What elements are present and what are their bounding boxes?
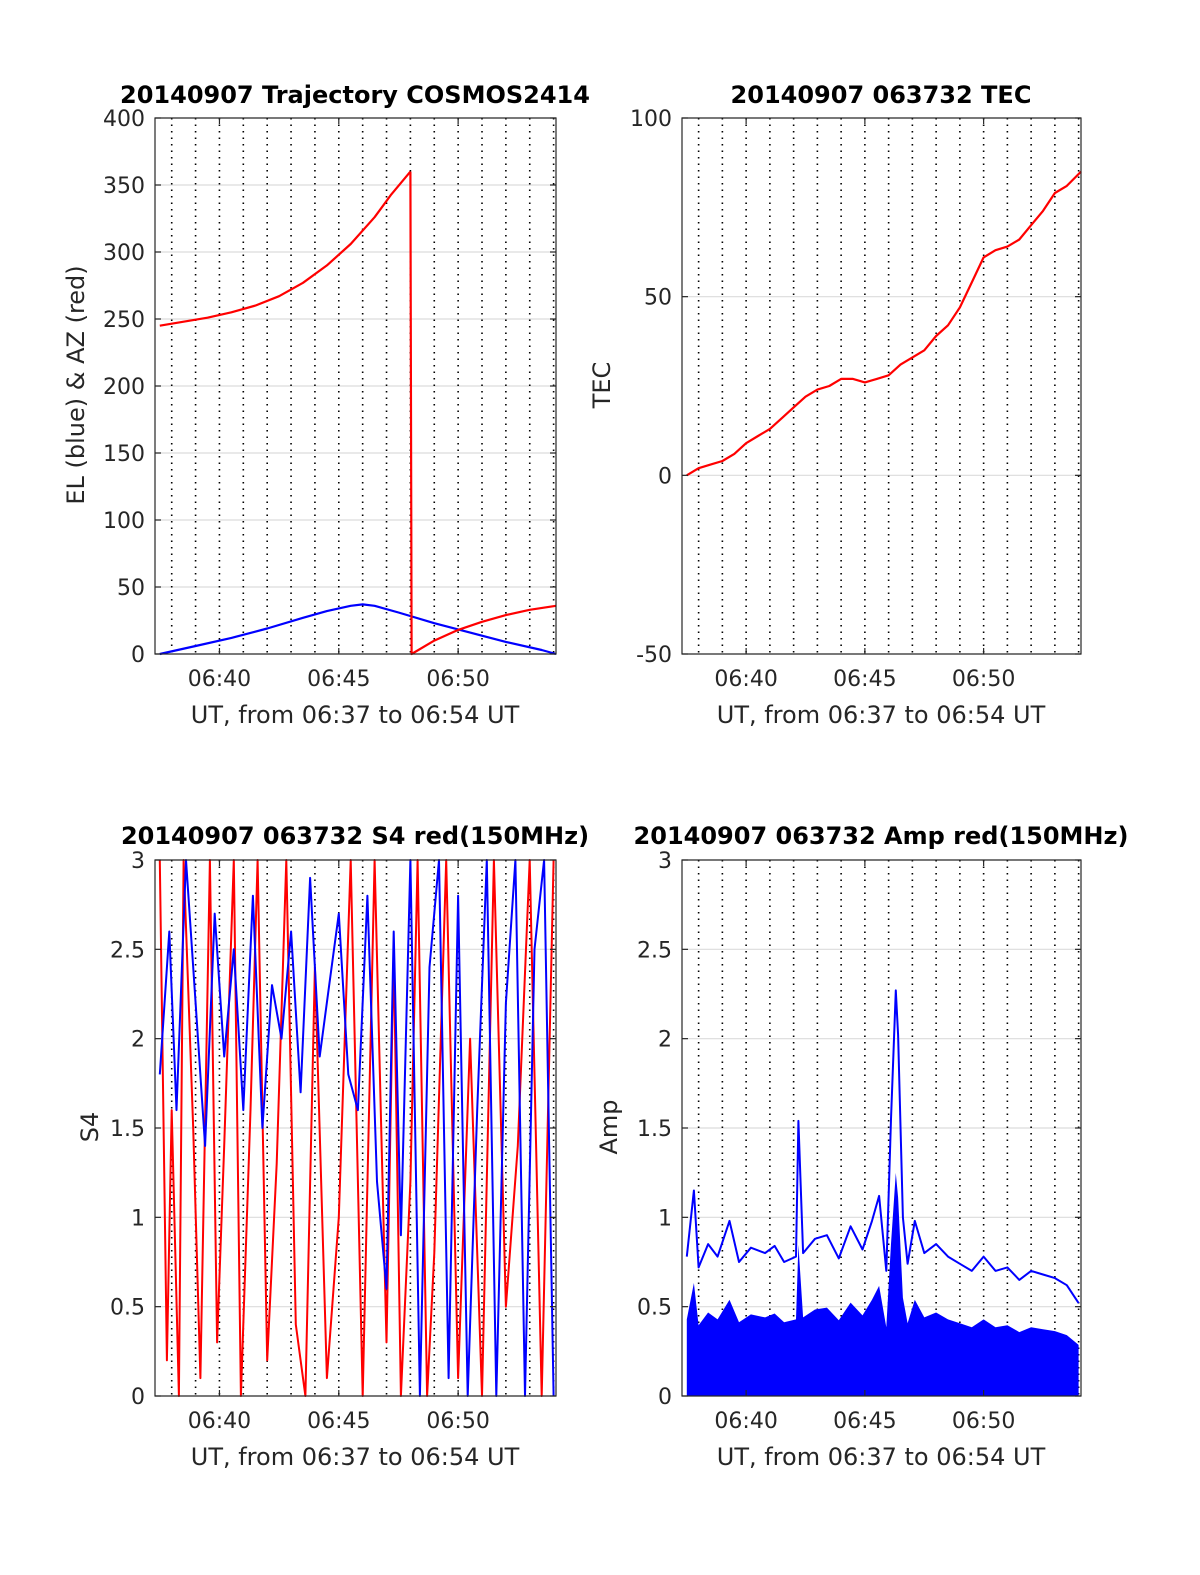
trajectory-ytick-label: 100 xyxy=(103,509,145,534)
amp-ytick-label: 1.5 xyxy=(637,1117,672,1142)
trajectory-series-az xyxy=(159,170,412,327)
s4-ytick-label: 2.5 xyxy=(110,938,145,963)
s4-xtick-label: 06:45 xyxy=(307,1409,370,1434)
tec-series-tec xyxy=(686,170,1082,477)
amp-xtick-label: 06:40 xyxy=(714,1409,777,1434)
s4-ytick-label: 1 xyxy=(131,1206,145,1231)
trajectory-chart-title: 20140907 Trajectory COSMOS2414 xyxy=(120,81,590,109)
tec-plot-frame xyxy=(681,117,1082,655)
s4-ytick-label: 2 xyxy=(131,1028,145,1053)
trajectory-ytick-label: 200 xyxy=(103,375,145,400)
amp-series-amp xyxy=(685,989,1080,1304)
tec-ytick-label: 100 xyxy=(630,107,672,132)
tec-xtick-label: 06:50 xyxy=(952,667,1015,692)
trajectory-xtick-label: 06:40 xyxy=(188,667,251,692)
trajectory-series-az_wrap xyxy=(409,171,557,656)
trajectory-chart-xlabel: UT, from 06:37 to 06:54 UT xyxy=(191,701,520,729)
s4-ytick-label: 0 xyxy=(131,1385,145,1410)
tec-ytick-label: 0 xyxy=(658,464,672,489)
tec-ytick-label: 50 xyxy=(644,286,672,311)
tec-chart-title: 20140907 063732 TEC xyxy=(731,81,1032,109)
amp-ytick-label: 1 xyxy=(658,1206,672,1231)
amp-chart-title: 20140907 063732 Amp red(150MHz) xyxy=(634,822,1129,850)
amp-chart: 20140907 063732 Amp red(150MHz) UT, from… xyxy=(595,822,1128,1471)
amp-ytick-label: 0 xyxy=(658,1385,672,1410)
trajectory-ytick-label: 0 xyxy=(131,643,145,668)
amp-xtick-label: 06:45 xyxy=(833,1409,896,1434)
amp-xtick-label: 06:50 xyxy=(952,1409,1015,1434)
amp-ytick-label: 0.5 xyxy=(637,1296,672,1321)
tec-chart-ylabel: TEC xyxy=(588,362,616,410)
amp-fill-area xyxy=(686,1172,1079,1396)
trajectory-chart-ylabel: EL (blue) & AZ (red) xyxy=(62,265,90,504)
tec-chart-xlabel: UT, from 06:37 to 06:54 UT xyxy=(717,701,1046,729)
tec-xtick-label: 06:40 xyxy=(714,667,777,692)
trajectory-series-el xyxy=(159,603,557,656)
trajectory-ytick-label: 350 xyxy=(103,174,145,199)
trajectory-ytick-label: 300 xyxy=(103,241,145,266)
amp-chart-xlabel: UT, from 06:37 to 06:54 UT xyxy=(717,1443,1046,1471)
trajectory-xtick-label: 06:50 xyxy=(426,667,489,692)
s4-chart: 20140907 063732 S4 red(150MHz) UT, from … xyxy=(76,822,589,1471)
amp-ytick-label: 2 xyxy=(658,1028,672,1053)
trajectory-ytick-label: 400 xyxy=(103,107,145,132)
amp-chart-ylabel: Amp xyxy=(595,1099,623,1154)
s4-xtick-label: 06:40 xyxy=(188,1409,251,1434)
tec-xtick-label: 06:45 xyxy=(833,667,896,692)
s4-ytick-label: 0.5 xyxy=(110,1296,145,1321)
s4-chart-title: 20140907 063732 S4 red(150MHz) xyxy=(121,822,589,850)
s4-ytick-label: 3 xyxy=(131,849,145,874)
s4-xtick-label: 06:50 xyxy=(426,1409,489,1434)
s4-series-s4_red xyxy=(158,859,555,1397)
amp-ytick-label: 3 xyxy=(658,849,672,874)
trajectory-ytick-label: 50 xyxy=(117,576,145,601)
tec-chart: 20140907 063732 TEC UT, from 06:37 to 06… xyxy=(588,81,1082,729)
s4-chart-ylabel: S4 xyxy=(76,1112,104,1143)
s4-chart-xlabel: UT, from 06:37 to 06:54 UT xyxy=(191,1443,520,1471)
trajectory-ytick-label: 250 xyxy=(103,308,145,333)
amp-ytick-label: 2.5 xyxy=(637,938,672,963)
trajectory-xtick-label: 06:45 xyxy=(307,667,370,692)
tec-ytick-label: -50 xyxy=(636,643,672,668)
trajectory-ytick-label: 150 xyxy=(103,442,145,467)
trajectory-chart: 20140907 Trajectory COSMOS2414 UT, from … xyxy=(62,81,590,729)
s4-ytick-label: 1.5 xyxy=(110,1117,145,1142)
